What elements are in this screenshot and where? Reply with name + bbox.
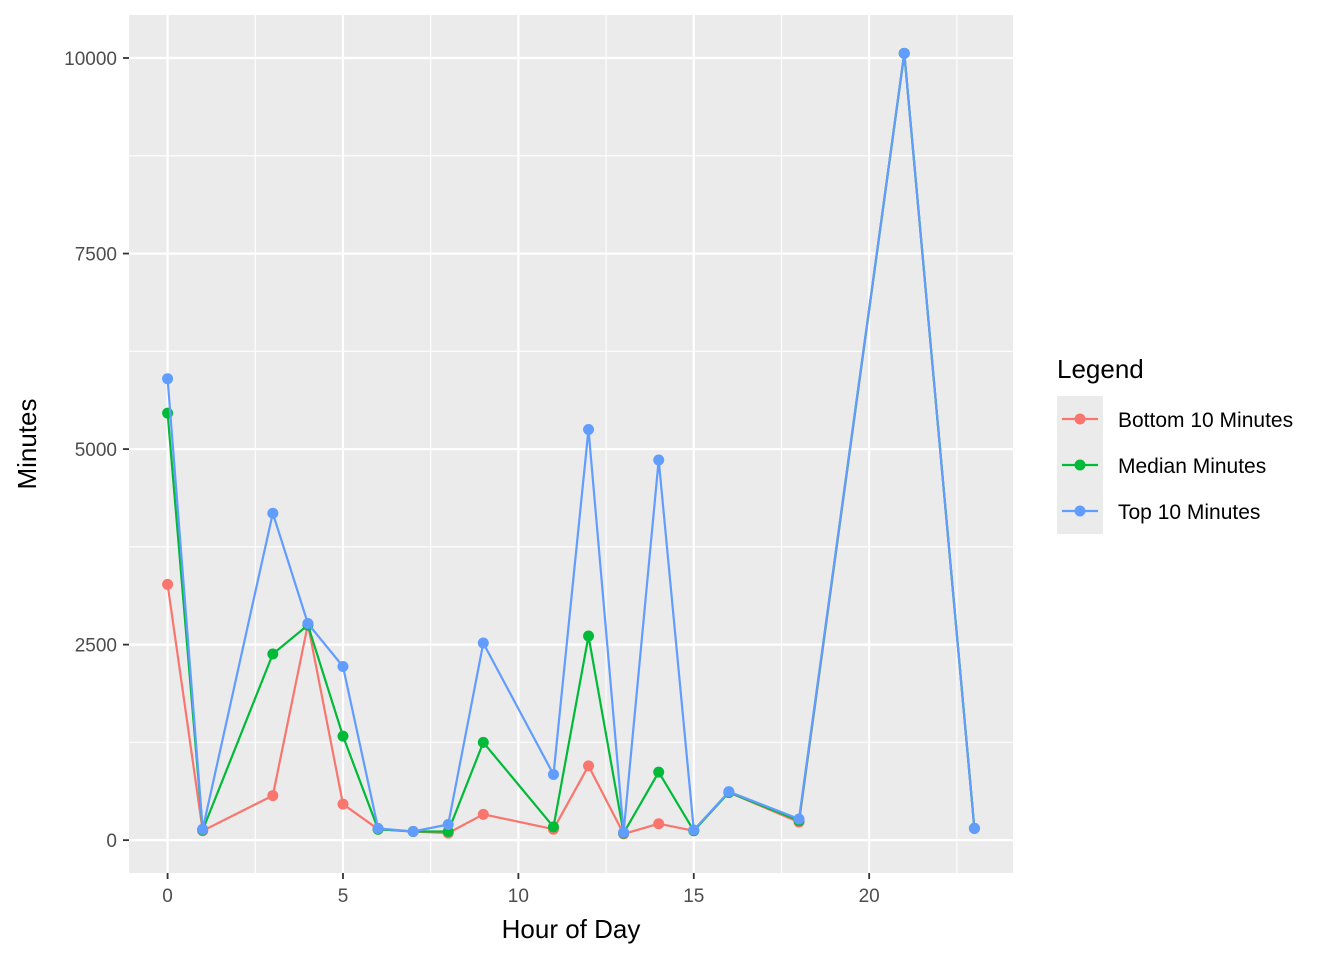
legend-key-point bbox=[1074, 505, 1086, 517]
data-point bbox=[267, 507, 279, 519]
data-point bbox=[583, 630, 595, 642]
panel-background bbox=[129, 15, 1013, 873]
legend-item: Bottom 10 Minutes bbox=[1057, 396, 1293, 442]
data-point bbox=[162, 373, 174, 385]
y-axis-title: Minutes bbox=[12, 398, 42, 489]
x-tick-label: 15 bbox=[683, 886, 704, 907]
data-point bbox=[162, 578, 174, 590]
data-point bbox=[477, 736, 489, 748]
x-tick-label: 20 bbox=[859, 886, 880, 907]
y-tick-label: 7500 bbox=[75, 245, 117, 266]
data-point bbox=[337, 661, 349, 673]
data-point bbox=[477, 808, 489, 820]
data-point bbox=[653, 454, 665, 466]
data-point bbox=[583, 760, 595, 772]
data-point bbox=[688, 824, 700, 836]
legend-key-point bbox=[1074, 459, 1086, 471]
minor-gridlines bbox=[129, 15, 1013, 873]
data-point bbox=[653, 766, 665, 778]
x-tick-label: 5 bbox=[338, 886, 349, 907]
data-point bbox=[547, 768, 559, 780]
legend-label: Top 10 Minutes bbox=[1118, 501, 1260, 524]
data-point bbox=[302, 617, 314, 629]
data-point bbox=[267, 790, 279, 802]
data-point bbox=[968, 822, 980, 834]
legend: Legend Bottom 10 Minutes Median Minutes To… bbox=[1057, 354, 1293, 534]
legend-title: Legend bbox=[1057, 354, 1144, 384]
data-point bbox=[337, 730, 349, 742]
series-layer bbox=[162, 47, 980, 840]
data-point bbox=[898, 47, 910, 59]
y-tick-label: 0 bbox=[106, 831, 117, 852]
x-axis: 0 5 10 15 20 bbox=[162, 873, 880, 907]
legend-item: Median Minutes bbox=[1057, 442, 1266, 488]
data-point bbox=[197, 823, 209, 835]
data-point bbox=[618, 826, 630, 838]
y-tick-label: 5000 bbox=[75, 440, 117, 461]
x-tick-label: 10 bbox=[508, 886, 529, 907]
data-point bbox=[723, 786, 735, 798]
data-point bbox=[653, 818, 665, 830]
series-line bbox=[166, 52, 976, 834]
series-top-10-minutes bbox=[162, 47, 980, 838]
x-axis-title: Hour of Day bbox=[502, 914, 641, 944]
data-point bbox=[337, 798, 349, 810]
data-point bbox=[407, 826, 419, 838]
data-point bbox=[372, 822, 384, 834]
y-axis: 0 2500 5000 7500 10000 bbox=[64, 49, 129, 852]
data-point bbox=[267, 648, 279, 660]
data-point bbox=[793, 813, 805, 825]
major-gridlines bbox=[129, 15, 1013, 873]
legend-item: Top 10 Minutes bbox=[1057, 488, 1260, 534]
data-point bbox=[477, 637, 489, 649]
legend-label: Median Minutes bbox=[1118, 455, 1266, 478]
legend-label: Bottom 10 Minutes bbox=[1118, 409, 1293, 432]
data-point bbox=[547, 821, 559, 833]
legend-key-point bbox=[1074, 413, 1086, 425]
y-tick-label: 2500 bbox=[75, 636, 117, 657]
data-point bbox=[442, 819, 454, 831]
y-tick-label: 10000 bbox=[64, 49, 117, 70]
x-tick-label: 0 bbox=[162, 886, 173, 907]
data-point bbox=[583, 424, 595, 436]
